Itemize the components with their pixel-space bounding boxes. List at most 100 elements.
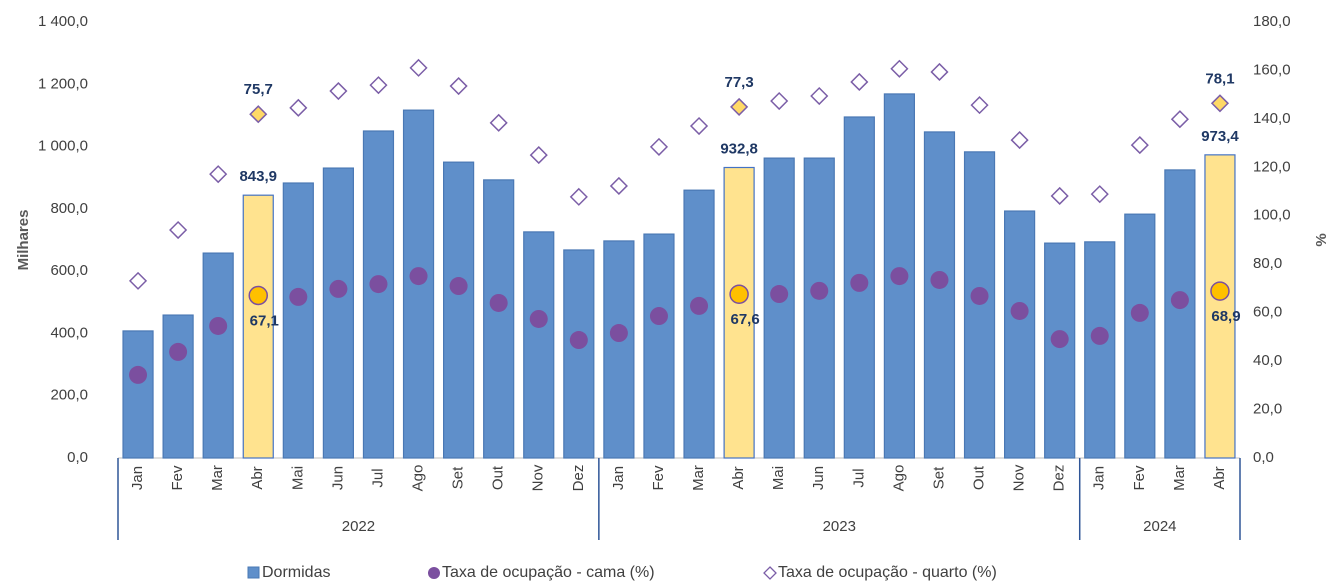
legend-swatch xyxy=(247,566,260,579)
point xyxy=(369,275,388,294)
data-label: 932,8 xyxy=(720,140,758,157)
point xyxy=(449,76,468,96)
point xyxy=(609,324,628,343)
bar xyxy=(1084,241,1116,459)
point xyxy=(649,137,669,156)
bar xyxy=(683,189,715,459)
x-tick-label: Mar xyxy=(690,465,707,491)
data-label: 67,6 xyxy=(731,311,760,328)
point xyxy=(1130,136,1149,155)
data-label: 843,9 xyxy=(239,168,277,185)
legend-label: Taxa de ocupação - cama (%) xyxy=(442,564,655,581)
bar xyxy=(443,161,475,459)
x-tick-label: Nov xyxy=(530,464,547,491)
point xyxy=(1170,291,1189,310)
x-tick-label: Jan xyxy=(129,466,146,490)
bar xyxy=(1004,210,1036,459)
point xyxy=(209,316,228,335)
bar xyxy=(483,179,515,459)
group-label: 2022 xyxy=(342,518,375,535)
point xyxy=(169,342,188,361)
legend-swatch xyxy=(763,566,777,580)
bar xyxy=(803,157,835,459)
data-label: 75,7 xyxy=(244,81,273,98)
bar xyxy=(282,182,314,459)
legend-label: Taxa de ocupação - quarto (%) xyxy=(778,564,997,581)
point xyxy=(249,105,268,124)
legend-label: Dormidas xyxy=(262,564,330,581)
bar xyxy=(162,314,194,459)
x-tick-label: Mar xyxy=(1171,465,1188,491)
data-label: 77,3 xyxy=(725,74,754,91)
point xyxy=(930,62,949,82)
x-tick-label: Mai xyxy=(770,466,787,490)
point xyxy=(770,91,789,111)
point xyxy=(209,165,228,184)
y-axis-label: Milhares xyxy=(15,210,32,271)
x-tick-label: Abr xyxy=(730,466,747,489)
x-tick-label: Abr xyxy=(249,466,266,489)
x-tick-label: Fev xyxy=(650,465,667,491)
point xyxy=(489,113,508,132)
point xyxy=(970,286,989,305)
point xyxy=(529,146,548,165)
point xyxy=(329,279,348,298)
point xyxy=(169,220,188,240)
bar xyxy=(202,252,234,459)
point xyxy=(409,267,428,286)
bar xyxy=(322,167,354,459)
bar xyxy=(563,249,595,459)
x-tick-label: Dez xyxy=(570,465,587,492)
x-tick-label: Mar xyxy=(209,465,226,491)
y2-tick-label: 60,0 xyxy=(1253,304,1282,321)
x-tick-label: Mai xyxy=(289,466,306,490)
point xyxy=(729,284,749,305)
x-tick-label: Out xyxy=(971,465,988,490)
y-tick-label: 600,0 xyxy=(50,262,88,279)
point xyxy=(930,270,949,289)
x-tick-label: Jan xyxy=(610,466,627,490)
point xyxy=(850,273,869,292)
point xyxy=(850,72,869,92)
point xyxy=(529,309,548,328)
y-tick-label: 800,0 xyxy=(50,200,88,217)
point xyxy=(609,176,628,196)
data-label: 67,1 xyxy=(250,312,279,329)
point xyxy=(890,59,909,78)
point xyxy=(329,81,348,101)
point xyxy=(890,267,909,286)
bar xyxy=(1204,154,1236,459)
point xyxy=(289,287,308,306)
point xyxy=(1170,110,1189,129)
x-tick-label: Out xyxy=(490,465,507,490)
point xyxy=(489,293,508,312)
y2-tick-label: 0,0 xyxy=(1253,449,1274,466)
point xyxy=(730,97,749,116)
y-tick-label: 1 000,0 xyxy=(38,138,88,155)
x-tick-label: Jun xyxy=(810,466,827,490)
x-tick-label: Jun xyxy=(329,466,346,490)
y-tick-label: 400,0 xyxy=(50,324,88,341)
bar xyxy=(923,131,956,459)
x-tick-label: Nov xyxy=(1011,464,1028,491)
point xyxy=(129,365,148,384)
point xyxy=(1090,326,1109,345)
y2-tick-label: 20,0 xyxy=(1253,401,1282,418)
point xyxy=(569,331,588,350)
point xyxy=(1010,131,1029,150)
x-tick-label: Jan xyxy=(1091,466,1108,490)
legend-swatch xyxy=(428,567,440,579)
point xyxy=(289,98,308,117)
bar xyxy=(362,130,395,459)
x-tick-label: Ago xyxy=(890,465,907,492)
x-tick-label: Jul xyxy=(369,468,386,487)
y2-tick-label: 40,0 xyxy=(1253,352,1282,369)
y2-tick-label: 120,0 xyxy=(1253,158,1291,175)
x-tick-label: Fev xyxy=(1131,465,1148,491)
data-label: 973,4 xyxy=(1201,128,1239,145)
point xyxy=(1210,94,1230,113)
bar xyxy=(1164,169,1196,459)
point xyxy=(569,187,588,206)
x-tick-label: Set xyxy=(450,466,467,489)
